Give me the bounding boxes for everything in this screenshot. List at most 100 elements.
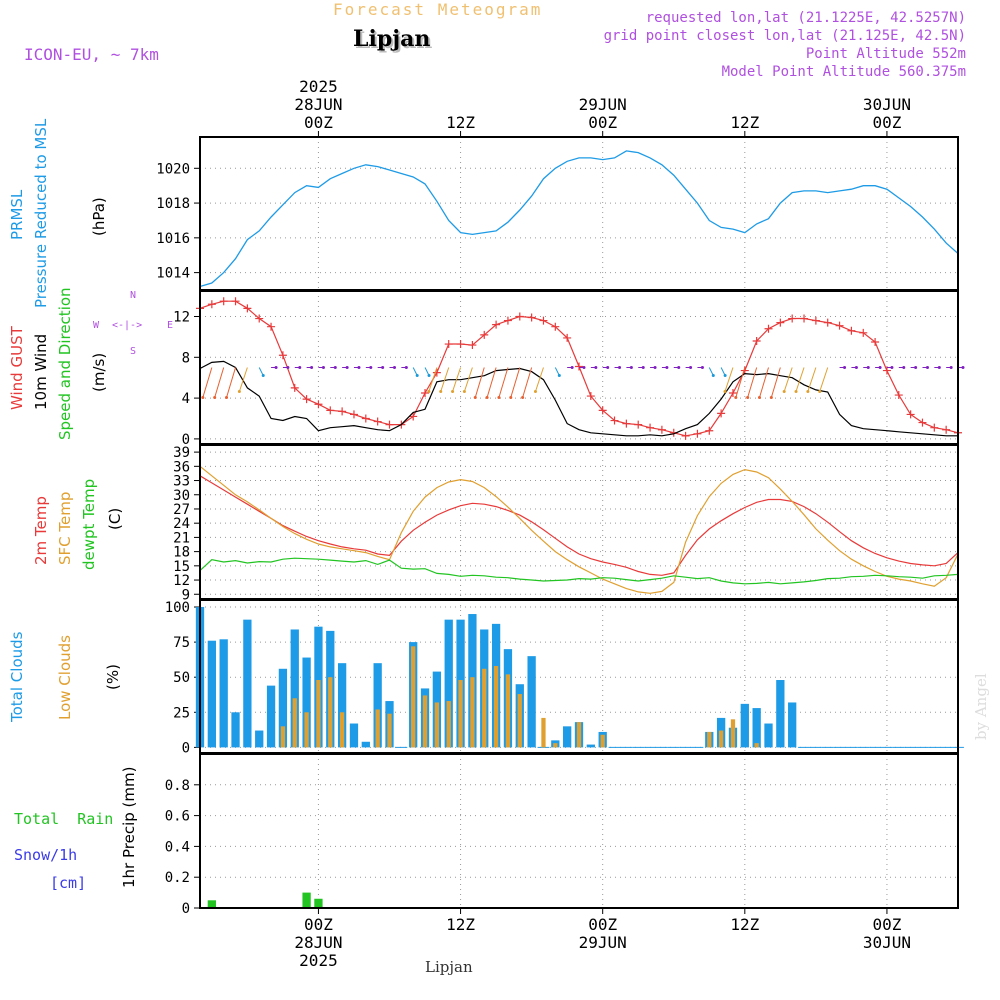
time-label-bottom: 12Z (730, 915, 759, 934)
wind-direction-arrowhead (606, 366, 610, 369)
total-cloud-bar (444, 619, 453, 748)
wind-gust-marker (314, 400, 323, 409)
pressure-ytick-label: 1016 (156, 231, 190, 247)
wind-direction-arrowhead (509, 396, 513, 399)
wind-direction-arrowhead (393, 366, 396, 369)
wind-gust-marker (622, 419, 631, 428)
wind-direction-arrow (770, 367, 781, 398)
temperature-ytick-label: 15 (173, 559, 190, 575)
clouds-ytick-label: 0 (182, 740, 190, 756)
time-label-top: 28JUN (294, 95, 342, 114)
wind-gust-marker (764, 324, 773, 333)
wind-ytick-label: 8 (182, 350, 190, 366)
low-cloud-bar (600, 734, 605, 748)
wind-gust-marker (575, 362, 583, 371)
low-cloud-bar (553, 743, 558, 748)
compass-east: E (167, 320, 174, 331)
pressure-plot-area (200, 137, 958, 290)
total-cloud-bar (219, 639, 228, 748)
pressure-ytick-label: 1014 (156, 266, 190, 282)
temperature-ytick-label: 27 (173, 502, 190, 518)
wind-gust-marker (847, 326, 856, 335)
wind-direction-arrow (440, 367, 450, 392)
low-cloud-bar (754, 743, 759, 748)
wind-direction-arrowhead (746, 396, 750, 399)
wind-gust-marker (705, 426, 714, 435)
pressure-ytick-label: 1018 (156, 196, 190, 212)
low-cloud-bar (316, 680, 321, 748)
low-cloud-bar (470, 677, 475, 748)
temperature-ytick-label: 30 (173, 488, 190, 504)
wind-direction-arrowhead (937, 366, 941, 369)
total-cloud-bar (752, 708, 761, 748)
wind-gust-marker (871, 338, 880, 346)
compass-north: N (130, 290, 137, 301)
low-cloud-bar (482, 668, 487, 748)
temperature-plot-area (200, 445, 958, 599)
temp-dewpt-line (199, 557, 959, 585)
wind-gust-marker (835, 321, 844, 330)
temperature-ytick-label: 36 (173, 459, 190, 475)
total-cloud-bar (290, 629, 299, 748)
footer-location: Lipjan (425, 958, 473, 976)
wind-gust-marker (788, 314, 797, 323)
wind-direction-arrowhead (854, 366, 858, 369)
total-cloud-bar (586, 744, 595, 748)
wind-direction-arrowhead (711, 374, 715, 377)
low-cloud-bar (718, 730, 724, 748)
wind-gust-marker (255, 314, 264, 323)
wind-gust-marker (551, 322, 560, 331)
wind-direction-arrowhead (473, 396, 477, 399)
wind-direction-arrowhead (415, 374, 419, 377)
wind-gust-marker (207, 300, 216, 309)
wind-gust-marker (930, 423, 939, 432)
clouds-ytick-label: 75 (173, 635, 190, 651)
wind-ytick-label: 12 (173, 310, 190, 326)
wind-panel: 0 4 8 12 (173, 290, 965, 448)
wind-direction-arrowhead (333, 366, 337, 369)
time-label-top: 30JUN (863, 95, 911, 114)
wind-direction-arrowhead (866, 366, 870, 369)
wind-direction-arrowhead (404, 366, 408, 369)
wind-gust-marker (681, 431, 690, 440)
wind-direction-arrowhead (261, 374, 265, 377)
wind-direction-arrow (463, 367, 473, 392)
rain-bar (302, 892, 311, 908)
wind-gust-marker (859, 328, 868, 337)
wind-direction-arrow (474, 367, 485, 398)
wind-direction-arrowhead (381, 366, 385, 369)
wind-direction-arrowhead (485, 396, 489, 399)
total-cloud-bar (788, 702, 797, 748)
wind-direction-arrowhead (369, 366, 373, 369)
wind-direction-arrowhead (629, 366, 633, 369)
time-label-top: 12Z (730, 113, 759, 132)
compass-south: S (130, 346, 137, 357)
wind-gust-marker (385, 420, 394, 429)
wind-gust-marker (823, 318, 832, 327)
precip-ytick-label: 0.8 (165, 778, 190, 794)
wind-direction-arrowhead (274, 366, 278, 369)
wind-gust-marker (432, 368, 441, 377)
low-cloud-bar (434, 702, 440, 748)
temp-2m-line (199, 475, 959, 576)
wind-direction-arrowhead (357, 366, 361, 369)
low-cloud-bar (375, 709, 380, 748)
total-cloud-bar (255, 730, 264, 748)
wind-direction-arrowhead (237, 390, 241, 393)
pressure-ytick-label: 1020 (156, 161, 190, 177)
time-label-bottom: 30JUN (863, 933, 911, 952)
wind-direction-arrow (522, 367, 533, 398)
low-cloud-bar (576, 722, 582, 748)
wind-gust-marker (267, 322, 276, 331)
wind-gust-marker (444, 340, 453, 349)
wind-gust-marker (894, 391, 903, 400)
total-cloud-bar (373, 663, 382, 748)
wind-gust-marker (586, 392, 595, 401)
wind-direction-arrowhead (533, 390, 537, 393)
wind-direction-arrowhead (321, 366, 325, 369)
wind-direction-arrowhead (843, 366, 847, 369)
precip-ytick-label: 0.4 (165, 839, 190, 855)
wind-gust-marker (456, 340, 465, 349)
wind-gust-marker (752, 336, 761, 345)
